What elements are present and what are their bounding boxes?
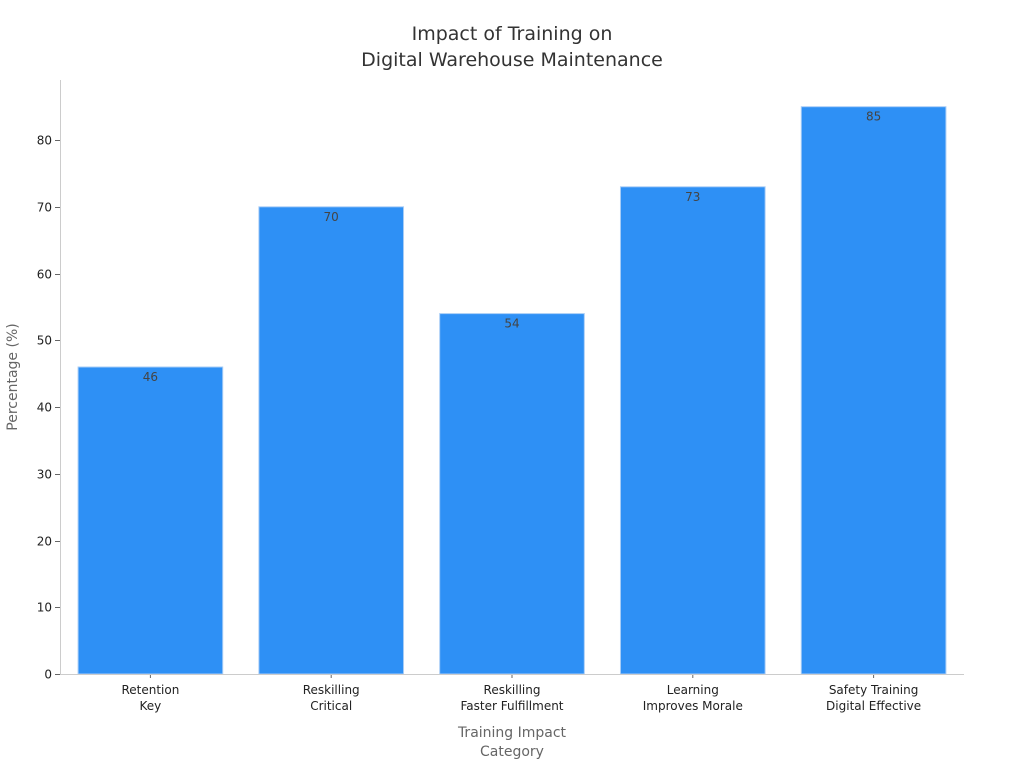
- x-tick-label: Learning: [667, 683, 719, 697]
- chart-title-line-1: Impact of Training on: [412, 23, 613, 45]
- bar: [77, 366, 224, 675]
- x-axis-label-line-2: Category: [480, 744, 544, 760]
- x-tick-label: Digital Effective: [826, 699, 921, 713]
- y-tick-label: 50: [37, 334, 52, 348]
- y-tick-label: 20: [37, 535, 52, 549]
- data-label: 70: [324, 210, 339, 224]
- x-axis-label-line-1: Training Impact: [457, 725, 567, 741]
- bar: [439, 313, 585, 675]
- x-tick-label: Improves Morale: [643, 699, 743, 713]
- y-tick-label: 70: [37, 201, 52, 215]
- x-tick-label: Reskilling: [484, 683, 541, 697]
- x-tick-label: Retention: [121, 683, 179, 697]
- data-label: 54: [504, 317, 519, 331]
- data-label: 85: [866, 110, 881, 124]
- y-tick-label: 40: [37, 401, 52, 415]
- bar: [258, 206, 405, 675]
- x-tick-label: Critical: [310, 699, 352, 713]
- bar: [619, 186, 766, 675]
- x-tick-label: Faster Fulfillment: [460, 699, 563, 713]
- data-label: 46: [143, 370, 158, 384]
- y-axis-label: Percentage (%): [5, 323, 21, 430]
- y-tick-label: 60: [37, 268, 52, 282]
- bars-group: 46 70 54 73 85: [77, 106, 947, 675]
- chart-title-line-2: Digital Warehouse Maintenance: [361, 49, 663, 71]
- y-tick-label: 80: [37, 134, 52, 148]
- x-categories-group: Retention Key Reskilling Critical Reskilling…: [121, 674, 921, 713]
- x-tick-label: Safety Training: [829, 683, 919, 697]
- y-tick-label: 10: [37, 601, 52, 615]
- y-tick-label: 30: [37, 468, 52, 482]
- bar: [800, 106, 947, 675]
- y-tick-label: 0: [44, 668, 52, 682]
- y-ticks-group: 0 10 20 30 40 50 60 70 80: [37, 134, 60, 682]
- x-tick-label: Key: [140, 699, 162, 713]
- x-tick-label: Reskilling: [303, 683, 360, 697]
- data-label: 73: [685, 190, 700, 204]
